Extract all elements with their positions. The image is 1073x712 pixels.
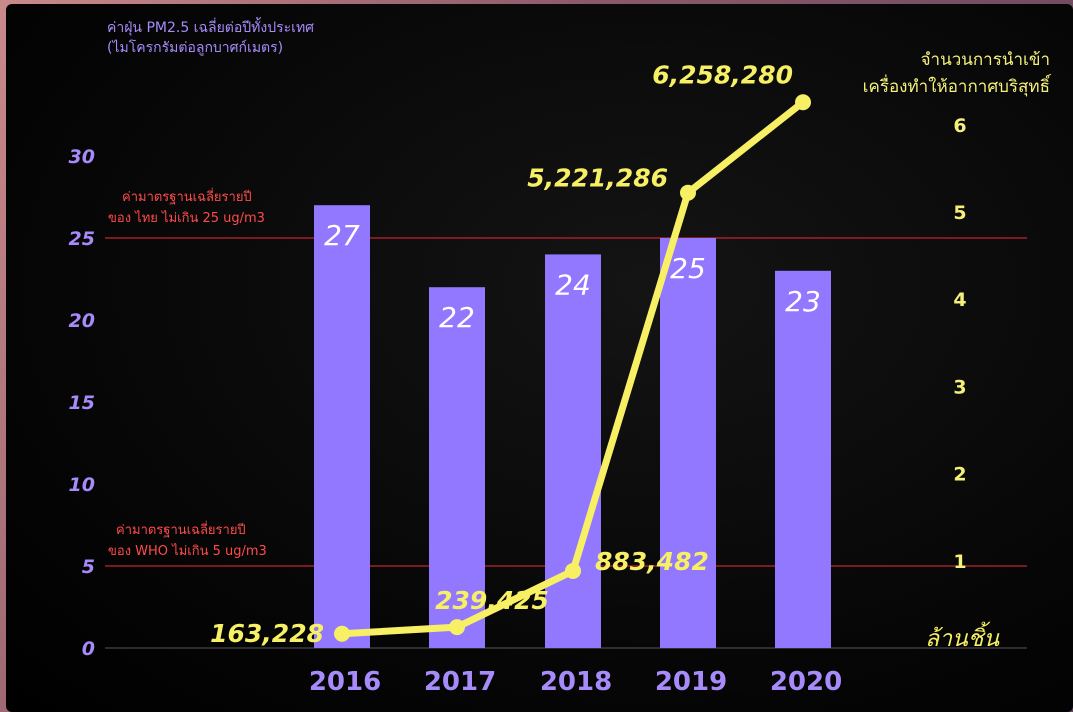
x-axis-tick-label-2016: 2016 — [309, 667, 381, 697]
left-axis-tick-label: 30 — [69, 146, 95, 168]
right-axis-title-line-1: จำนวนการนำเข้า — [921, 50, 1050, 70]
right-axis-tick-label: 1 — [953, 551, 966, 573]
import-value-label-2018: 883,482 — [595, 547, 709, 576]
bar-2020 — [775, 270, 831, 648]
import-point-2016 — [334, 625, 350, 642]
bar-2018 — [545, 254, 601, 648]
who-standard-note-line-1: ค่ามาตรฐานเฉลี่ยรายปี — [116, 521, 246, 538]
bar-value-label-2017: 22 — [439, 301, 475, 334]
import-value-label-2016: 163,228 — [210, 619, 324, 648]
left-axis-tick-label: 20 — [69, 310, 95, 332]
right-axis-tick-label: 5 — [953, 202, 966, 224]
bar-2017 — [429, 287, 485, 648]
left-axis-tick-label: 5 — [82, 556, 95, 578]
import-value-label-2017: 239,425 — [435, 586, 549, 615]
left-axis-title-line-1: ค่าฝุ่น PM2.5 เฉลี่ยต่อปีทั้งประเทศ — [107, 17, 314, 36]
left-axis-tick-label: 25 — [69, 228, 95, 250]
import-point-2019 — [680, 184, 696, 201]
right-axis-tick-label: 3 — [953, 376, 966, 398]
left-axis-tick-label: 10 — [69, 474, 95, 496]
thai-standard-note-line-1: ค่ามาตรฐานเฉลี่ยรายปี — [122, 188, 252, 205]
bar-value-label-2019: 25 — [670, 252, 706, 285]
x-axis-tick-label-2020: 2020 — [770, 667, 842, 697]
import-value-label-2020: 6,258,280 — [652, 60, 793, 89]
bar-value-label-2016: 27 — [324, 219, 360, 252]
right-axis-tick-label: 2 — [953, 464, 966, 486]
import-value-label-2019: 5,221,286 — [527, 164, 668, 193]
who-standard-note-line-2: ของ WHO ไม่เกิน 5 ug/m3 — [108, 543, 267, 559]
import-point-2018 — [565, 562, 581, 579]
left-axis-tick-label: 15 — [69, 392, 95, 414]
x-axis-tick-label-2018: 2018 — [540, 667, 612, 697]
right-axis-unit-label: ล้านชิ้น — [925, 621, 1000, 652]
bar-2016 — [314, 205, 370, 648]
x-axis-tick-label-2019: 2019 — [655, 667, 727, 697]
left-axis-tick-label: 0 — [82, 638, 95, 660]
bar-2019 — [660, 238, 716, 648]
bar-value-label-2018: 24 — [555, 268, 591, 301]
import-point-2017 — [449, 619, 465, 636]
left-axis-title-line-2: (ไมโครกรัมต่อลูกบาศก์เมตร) — [107, 39, 283, 56]
chart-panel — [6, 4, 1073, 712]
thai-standard-note-line-2: ของ ไทย ไม่เกิน 25 ug/m3 — [108, 210, 265, 226]
x-axis-tick-label-2017: 2017 — [424, 667, 496, 697]
right-axis-title-line-2: เครื่องทำให้อากาศบริสุทธิ์ — [863, 74, 1052, 97]
import-point-2020 — [795, 94, 811, 111]
bar-value-label-2020: 23 — [785, 285, 821, 318]
right-axis-tick-label: 4 — [953, 289, 966, 311]
right-axis-tick-label: 6 — [953, 115, 966, 137]
